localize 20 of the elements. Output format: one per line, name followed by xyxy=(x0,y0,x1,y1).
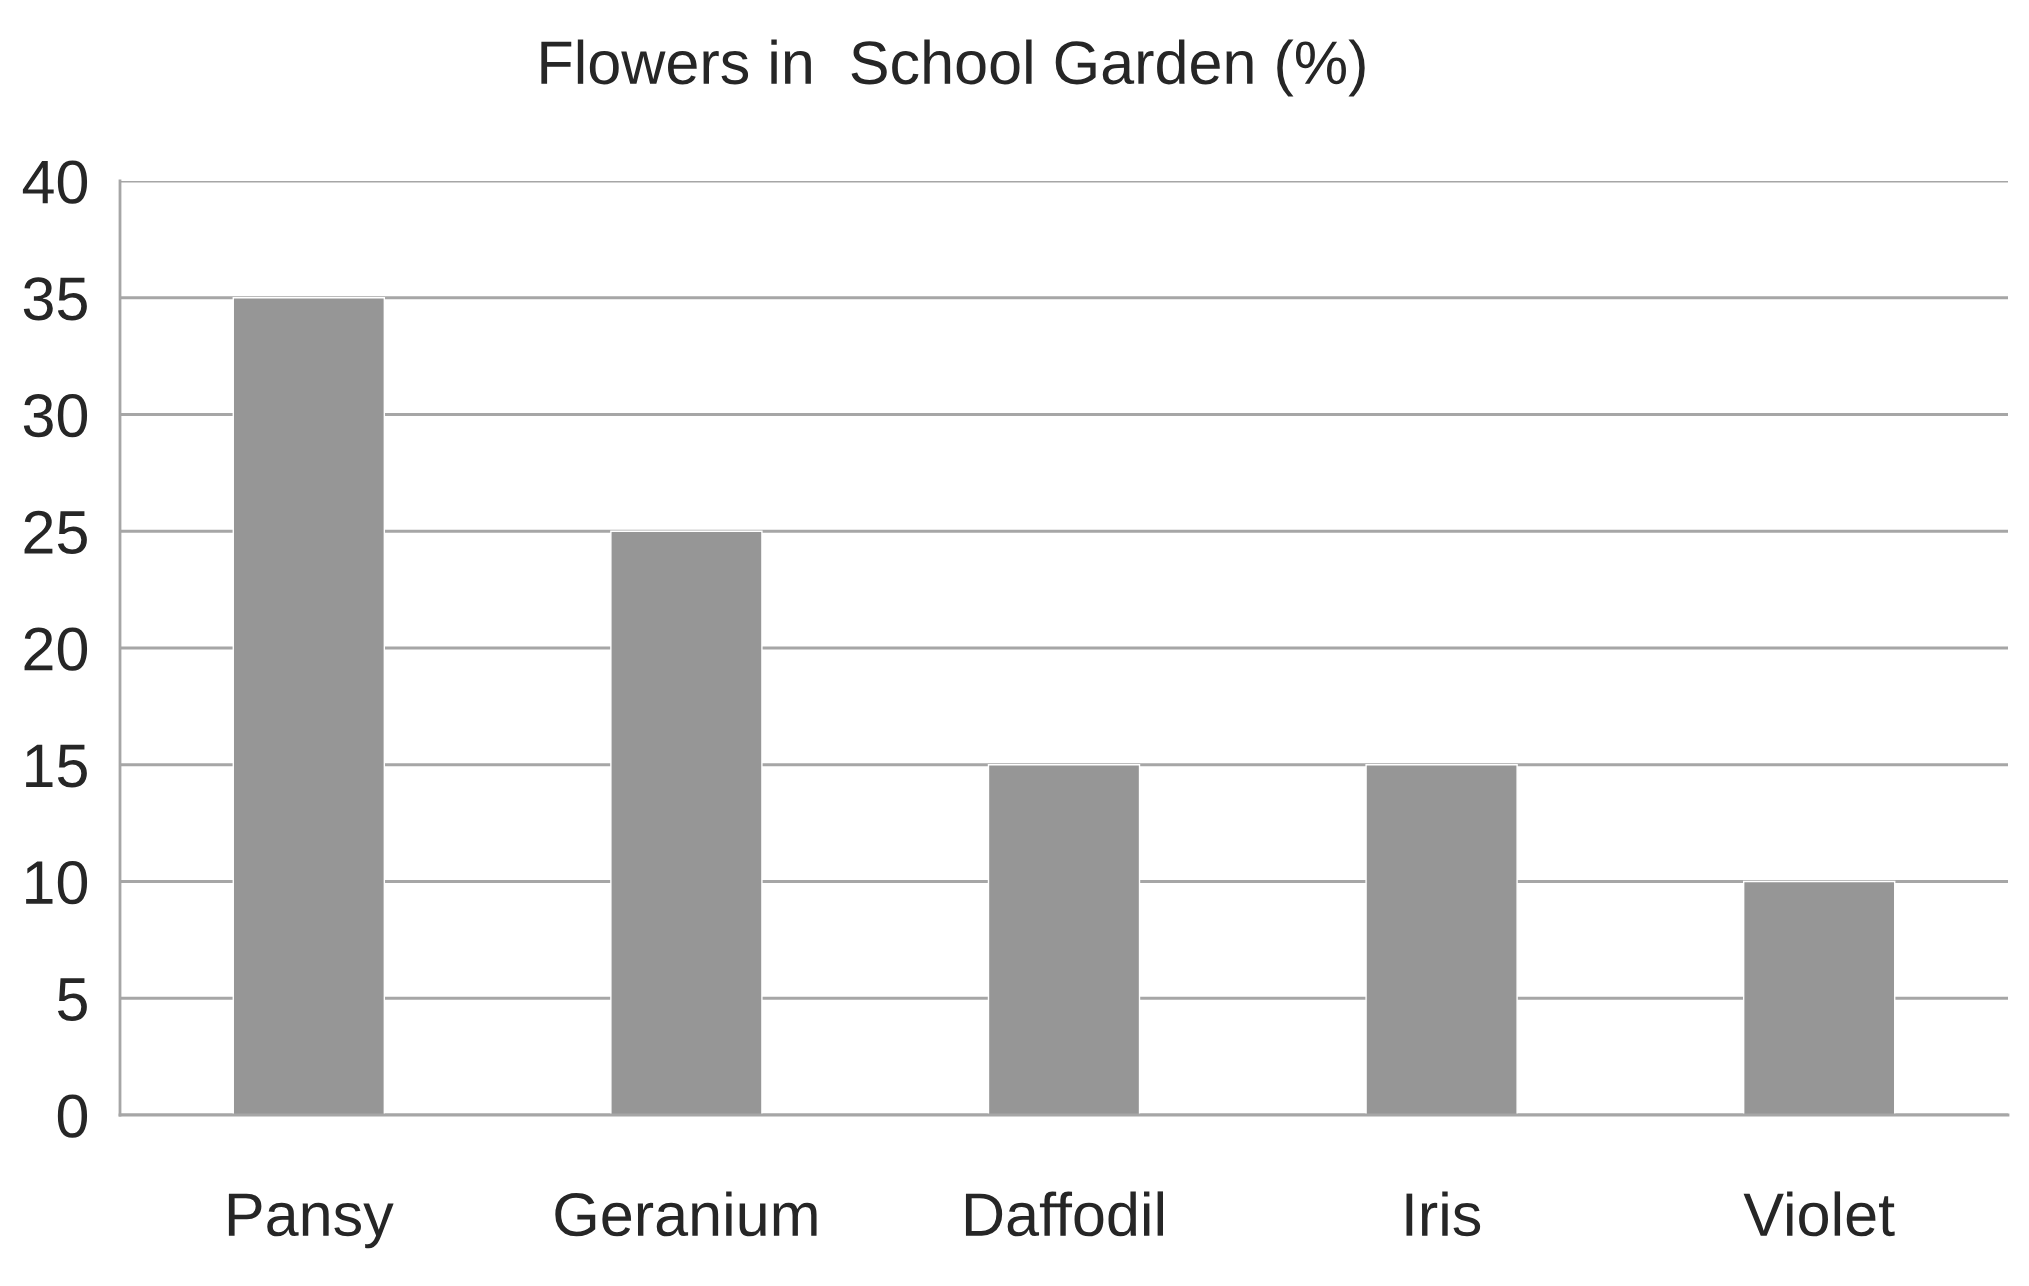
y-tick-label: 35 xyxy=(23,277,87,321)
bar xyxy=(1365,764,1518,1115)
x-tick-label: Pansy xyxy=(228,1193,394,1249)
bar xyxy=(610,530,763,1115)
x-tick-label: Iris xyxy=(1406,1191,1481,1237)
y-tick-label: 10 xyxy=(26,860,88,905)
bar xyxy=(1742,880,1896,1115)
chart-title: Flowers in School Garden (%) xyxy=(541,39,1365,97)
y-tick-label: 25 xyxy=(24,510,87,554)
y-tick-label: 40 xyxy=(22,160,88,204)
x-tick-label: Violet xyxy=(1743,1191,1895,1237)
y-tick-label: 20 xyxy=(24,627,88,671)
y-tick-label: 30 xyxy=(23,393,88,438)
x-tick-label: Daffodil xyxy=(965,1191,1163,1237)
bar xyxy=(987,764,1141,1115)
bar xyxy=(232,297,386,1115)
x-tick-label: Geranium xyxy=(555,1191,817,1237)
y-tick-label: 5 xyxy=(57,978,87,1021)
y-tick-label: 15 xyxy=(26,744,87,788)
y-tick-label: 0 xyxy=(57,1094,88,1138)
